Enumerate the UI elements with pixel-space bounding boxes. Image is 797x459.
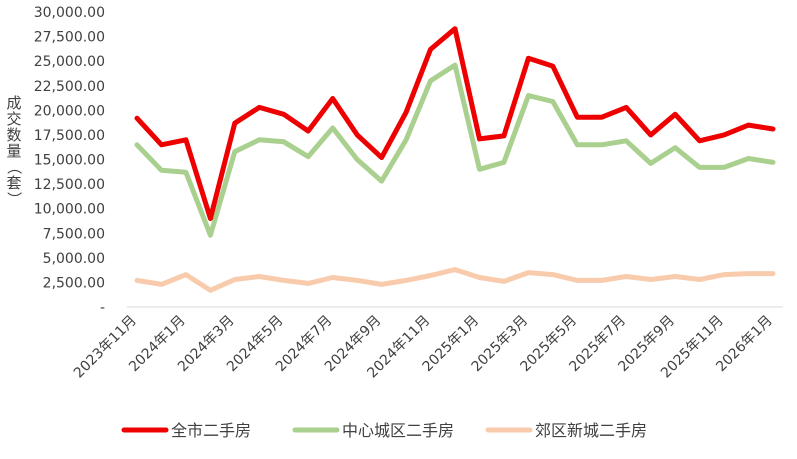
- y-tick-label: 10,000.00: [34, 202, 105, 218]
- y-tick-label: 27,500.00: [34, 30, 105, 46]
- y-tick-label: -: [100, 300, 105, 316]
- series-lines: [134, 26, 776, 293]
- y-axis-label-char: 成: [6, 94, 21, 112]
- y-axis-label-char: 数: [6, 126, 21, 144]
- y-axis-label-char: 量: [6, 142, 21, 160]
- y-tick-label: 12,500.00: [34, 177, 105, 193]
- y-axis-label-char: 交: [6, 110, 21, 128]
- y-tick-label: 5,000.00: [43, 251, 105, 267]
- y-axis-label-char: ）: [5, 191, 23, 206]
- y-tick-label: 15,000.00: [34, 153, 105, 169]
- legend-label: 郊区新城二手房: [535, 421, 647, 440]
- y-tick-label: 17,500.00: [34, 128, 105, 144]
- y-tick-label: 20,000.00: [34, 103, 105, 119]
- series-line-1: [134, 62, 776, 238]
- y-axis-label-char: 套: [6, 174, 21, 192]
- legend-item: 全市二手房: [121, 421, 251, 440]
- y-axis-label-char: （: [5, 159, 23, 174]
- y-tick-label: 25,000.00: [34, 54, 105, 70]
- y-tick-label: 2,500.00: [43, 275, 105, 291]
- legend-label: 全市二手房: [171, 421, 251, 440]
- x-axis-ticks: 2023年11月2024年1月2024年3月2024年5月2024年7月2024…: [71, 313, 776, 382]
- x-tick-label: 2023年11月: [71, 313, 140, 382]
- series-line-0: [134, 26, 776, 221]
- y-tick-label: 22,500.00: [34, 79, 105, 95]
- series-line-2: [134, 267, 776, 293]
- y-axis-ticks: - 2,500.00 5,000.00 7,500.00 10,000.00 12,500…: [34, 5, 105, 316]
- y-tick-label: 7,500.00: [43, 226, 105, 242]
- legend-item: 中心城区二手房: [292, 421, 454, 440]
- y-tick-label: 30,000.00: [34, 5, 105, 21]
- legend-label: 中心城区二手房: [342, 421, 454, 440]
- legend-item: 郊区新城二手房: [485, 421, 647, 440]
- legend: 全市二手房 中心城区二手房 郊区新城二手房: [121, 421, 647, 440]
